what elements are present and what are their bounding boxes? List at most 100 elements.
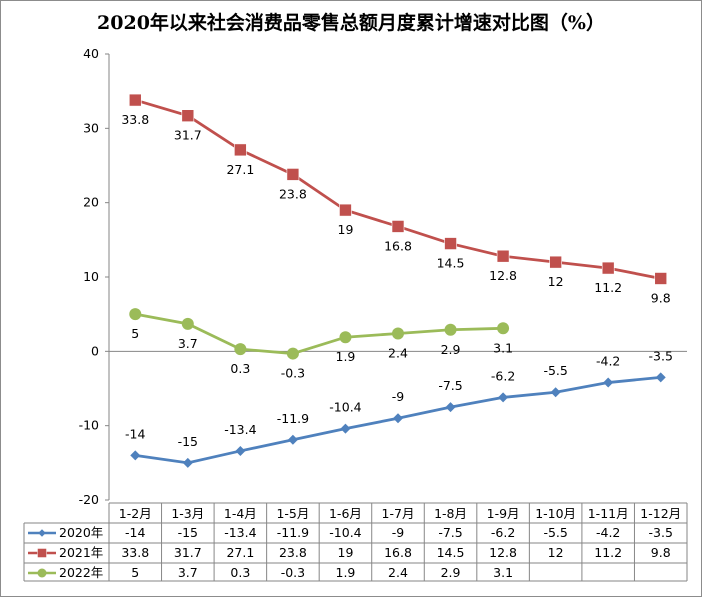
x-category-label: 1-10月 bbox=[535, 506, 576, 521]
table-cell: -9 bbox=[392, 525, 405, 540]
data-label: 2.4 bbox=[388, 345, 408, 360]
data-label: 23.8 bbox=[279, 186, 307, 201]
data-label: -11.9 bbox=[277, 411, 309, 426]
data-label: 27.1 bbox=[226, 162, 254, 177]
table-cell: 2.9 bbox=[441, 565, 461, 580]
data-label: 3.1 bbox=[493, 340, 513, 355]
data-label: 12.8 bbox=[489, 268, 517, 283]
data-label: -15 bbox=[178, 434, 198, 449]
legend-label: 2021年 bbox=[59, 545, 103, 560]
data-label: -9 bbox=[392, 389, 405, 404]
data-label: 11.2 bbox=[594, 280, 622, 295]
circle-marker bbox=[286, 347, 299, 360]
table-cell: 2.4 bbox=[388, 565, 408, 580]
data-label: -7.5 bbox=[438, 378, 462, 393]
table-cell: -7.5 bbox=[438, 525, 462, 540]
y-tick-label: 0 bbox=[91, 343, 99, 358]
diamond-marker bbox=[445, 402, 456, 413]
square-marker bbox=[391, 220, 405, 233]
x-category-label: 1-2月 bbox=[119, 506, 152, 521]
data-label: -6.2 bbox=[491, 368, 515, 383]
diamond-marker bbox=[38, 529, 46, 537]
data-label: -4.2 bbox=[596, 354, 620, 369]
circle-marker bbox=[444, 323, 457, 336]
y-tick-label: -10 bbox=[79, 418, 99, 433]
table-cell: 1.9 bbox=[336, 565, 356, 580]
table-cell: -3.5 bbox=[649, 525, 673, 540]
chart-title: 2020年以来社会消费品零售总额月度累计增速对比图（%） bbox=[97, 12, 605, 34]
y-tick-label: 40 bbox=[83, 46, 99, 61]
series-line-2022年 bbox=[135, 312, 504, 355]
table-cell: 12.8 bbox=[489, 545, 517, 560]
x-category-label: 1-4月 bbox=[224, 506, 257, 521]
square-marker bbox=[37, 548, 47, 558]
data-label: 31.7 bbox=[174, 128, 202, 143]
data-label: 1.9 bbox=[336, 349, 356, 364]
square-marker bbox=[444, 237, 457, 250]
data-label: 12 bbox=[548, 274, 564, 289]
square-marker bbox=[496, 249, 510, 263]
table-cell: 3.7 bbox=[178, 565, 198, 580]
y-tick-label: -20 bbox=[79, 492, 99, 507]
circle-marker bbox=[37, 568, 47, 578]
data-label: -3.5 bbox=[649, 348, 673, 363]
data-label: 19 bbox=[338, 222, 354, 237]
table-cell: 14.5 bbox=[437, 545, 465, 560]
diamond-marker bbox=[603, 377, 614, 388]
square-marker bbox=[601, 261, 615, 275]
diamond-marker bbox=[498, 392, 509, 403]
square-marker bbox=[654, 272, 668, 285]
data-label: 9.8 bbox=[651, 290, 671, 305]
table-cell: 5 bbox=[131, 565, 139, 580]
square-marker bbox=[128, 93, 142, 107]
diamond-marker bbox=[130, 450, 141, 461]
data-label: 3.7 bbox=[178, 336, 198, 351]
x-category-label: 1-3月 bbox=[171, 506, 204, 521]
diamond-marker bbox=[182, 457, 193, 468]
x-category-label: 1-5月 bbox=[276, 506, 309, 521]
square-marker bbox=[234, 143, 247, 157]
data-label: 2.9 bbox=[441, 342, 461, 357]
data-label: 16.8 bbox=[384, 238, 412, 253]
diamond-marker bbox=[287, 434, 298, 445]
data-label: -10.4 bbox=[329, 400, 361, 415]
circle-marker bbox=[181, 317, 194, 330]
data-label: 0.3 bbox=[230, 361, 250, 376]
x-category-label: 1-12月 bbox=[640, 506, 681, 521]
table-cell: 0.3 bbox=[230, 565, 250, 580]
x-category-label: 1-8月 bbox=[434, 506, 467, 521]
table-cell: 12 bbox=[548, 545, 564, 560]
table-cell: 3.1 bbox=[493, 565, 513, 580]
square-marker bbox=[181, 109, 195, 122]
x-category-label: 1-9月 bbox=[487, 506, 520, 521]
data-label: -0.3 bbox=[281, 366, 305, 381]
table-cell: 16.8 bbox=[384, 545, 412, 560]
table-cell: 11.2 bbox=[594, 545, 622, 560]
y-tick-label: 10 bbox=[83, 269, 99, 284]
data-label: 33.8 bbox=[121, 112, 149, 127]
circle-marker bbox=[129, 308, 142, 321]
table-cell: -5.5 bbox=[543, 525, 567, 540]
table-cell: 9.8 bbox=[651, 545, 671, 560]
diamond-marker bbox=[393, 413, 403, 424]
diamond-marker bbox=[655, 372, 666, 383]
data-label: -13.4 bbox=[224, 422, 256, 437]
x-category-label: 1-11月 bbox=[588, 506, 629, 521]
square-marker bbox=[549, 255, 562, 269]
table-cell: -15 bbox=[178, 525, 198, 540]
table-cell: -11.9 bbox=[277, 525, 309, 540]
diamond-marker bbox=[340, 423, 351, 434]
circle-marker bbox=[497, 322, 510, 335]
table-cell: -6.2 bbox=[491, 525, 515, 540]
x-category-label: 1-6月 bbox=[329, 506, 362, 521]
table-cell: -14 bbox=[125, 525, 145, 540]
table-cell: 31.7 bbox=[174, 545, 202, 560]
diamond-marker bbox=[235, 445, 246, 456]
square-marker bbox=[286, 168, 300, 181]
data-label: -5.5 bbox=[543, 363, 567, 378]
legend-label: 2022年 bbox=[59, 565, 103, 580]
circle-marker bbox=[234, 343, 247, 356]
table-cell: -0.3 bbox=[281, 565, 305, 580]
table-cell: -13.4 bbox=[224, 525, 256, 540]
table-cell: 33.8 bbox=[121, 545, 149, 560]
